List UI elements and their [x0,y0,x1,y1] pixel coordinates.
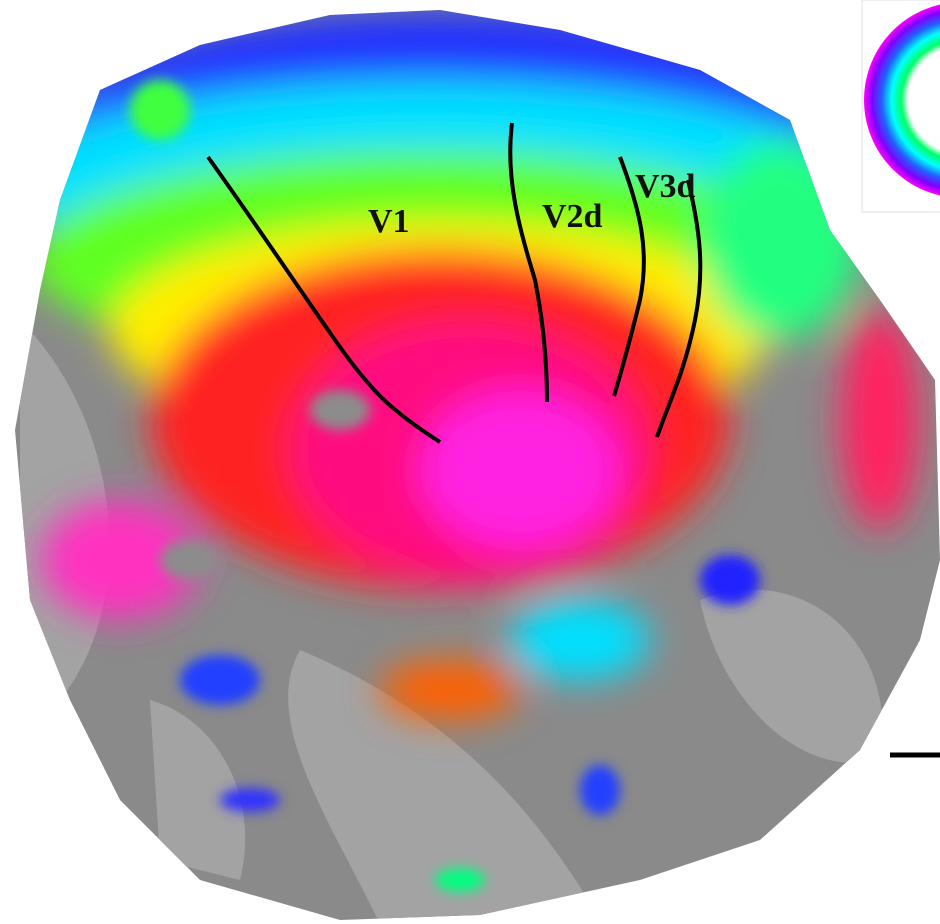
area-label: V1 [368,203,410,240]
page: V1 V2d V3d (() => { const data = JSON.pa… [0,0,940,924]
area-label: V3d [635,168,696,205]
area-label: V2d [542,198,603,235]
figure: V1 V2d V3d [0,0,940,924]
color-key [862,0,940,212]
flatmap [0,0,940,924]
